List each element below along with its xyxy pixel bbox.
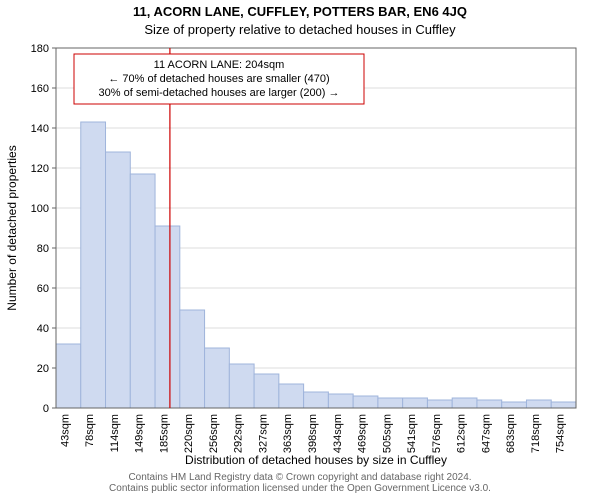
- x-tick-label: 434sqm: [332, 414, 344, 453]
- y-tick-label: 160: [31, 83, 49, 95]
- histogram-bar: [477, 400, 502, 408]
- footer-line1: Contains HM Land Registry data © Crown c…: [0, 472, 600, 483]
- y-tick-label: 140: [31, 123, 49, 135]
- histogram-bar: [427, 400, 452, 408]
- x-tick-label: 754sqm: [555, 414, 567, 453]
- x-tick-label: 647sqm: [480, 414, 492, 453]
- x-tick-label: 43sqm: [59, 414, 71, 447]
- histogram-bar: [452, 398, 477, 408]
- x-tick-label: 718sqm: [530, 414, 542, 453]
- histogram-bar: [279, 384, 304, 408]
- y-tick-label: 0: [43, 403, 49, 415]
- histogram-bar: [56, 344, 81, 408]
- x-tick-label: 220sqm: [183, 414, 195, 453]
- x-tick-label: 683sqm: [505, 414, 517, 453]
- y-tick-label: 80: [37, 243, 49, 255]
- histogram-bar: [155, 226, 180, 408]
- x-tick-label: 541sqm: [406, 414, 418, 453]
- x-tick-label: 469sqm: [357, 414, 369, 453]
- histogram-bar: [378, 398, 403, 408]
- x-tick-label: 256sqm: [208, 414, 220, 453]
- x-tick-label: 505sqm: [381, 414, 393, 453]
- histogram-bar: [526, 400, 551, 408]
- histogram-bar: [353, 396, 378, 408]
- y-axis-label: Number of detached properties: [5, 145, 19, 310]
- x-tick-label: 363sqm: [282, 414, 294, 453]
- y-tick-label: 180: [31, 43, 49, 55]
- histogram-bar: [403, 398, 428, 408]
- y-tick-label: 120: [31, 163, 49, 175]
- y-tick-label: 100: [31, 203, 49, 215]
- histogram-bar: [205, 348, 230, 408]
- histogram-bar: [106, 152, 131, 408]
- x-tick-label: 292sqm: [233, 414, 245, 453]
- histogram-chart: 0 20 40 60 80 100 120 140 160 180 43sqm 78sqm 114sqm…: [0, 0, 600, 500]
- annotation-line: 30% of semi-detached houses are larger (…: [99, 87, 340, 99]
- x-tick-label: 327sqm: [257, 414, 269, 453]
- y-tick-label: 20: [37, 363, 49, 375]
- y-tick-label: 60: [37, 283, 49, 295]
- histogram-bar: [229, 364, 254, 408]
- histogram-bar: [254, 374, 279, 408]
- x-tick-label: 612sqm: [456, 414, 468, 453]
- histogram-bar: [502, 402, 527, 408]
- x-tick-label: 114sqm: [109, 414, 121, 452]
- annotation-line: ← 70% of detached houses are smaller (47…: [108, 73, 329, 85]
- x-tick-label: 78sqm: [84, 414, 96, 447]
- annotation-line: 11 ACORN LANE: 204sqm: [154, 59, 285, 71]
- footer: Contains HM Land Registry data © Crown c…: [0, 472, 600, 494]
- x-axis-label: Distribution of detached houses by size …: [185, 453, 447, 467]
- histogram-bar: [551, 402, 576, 408]
- histogram-bar: [304, 392, 329, 408]
- histogram-bar: [328, 394, 353, 408]
- x-tick-label: 398sqm: [307, 414, 319, 453]
- x-tick-label: 149sqm: [134, 414, 146, 453]
- footer-line2: Contains public sector information licen…: [0, 483, 600, 494]
- histogram-bar: [180, 310, 205, 408]
- x-tick-label: 185sqm: [158, 414, 170, 453]
- y-tick-label: 40: [37, 323, 49, 335]
- x-tick-label: 576sqm: [431, 414, 443, 453]
- histogram-bar: [81, 122, 106, 408]
- histogram-bar: [130, 174, 155, 408]
